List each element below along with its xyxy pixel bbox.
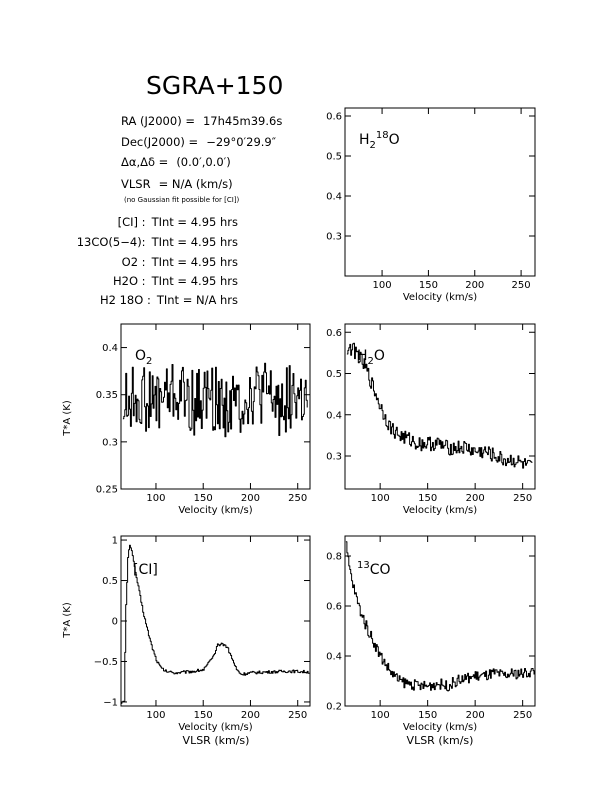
x-axis-label: Velocity (km/s): [403, 505, 477, 516]
panel-ci: 100 150 200 250 −1 −0.5 0 0.5 1 Velocity (km/s) [C…: [94, 535, 311, 733]
y-tick-label: 1: [112, 536, 118, 547]
y-tick-label: 0.3: [326, 232, 342, 243]
dec-label: Dec(J2000) =: [121, 135, 198, 149]
x-tick-label: 150: [194, 710, 213, 721]
panel-label: H2O: [357, 348, 385, 367]
y-tick-label: 0: [112, 617, 118, 628]
y-tick-label: 0.4: [326, 410, 342, 421]
vlsr-xlabel-right: VLSR (km/s): [407, 734, 474, 747]
offset-value: (0.0′,0.0′): [176, 155, 230, 169]
x-tick-label: 150: [418, 710, 437, 721]
x-tick-label: 100: [146, 493, 165, 504]
plot-frame: [344, 323, 536, 490]
y-tick-label: 0.5: [326, 369, 342, 380]
panel-label: 13CO: [357, 560, 391, 578]
y-tick-label: 0.6: [326, 112, 342, 123]
svg-text:Δα,Δδ =(0.0′,0.0′): Δα,Δδ = (0.0′,0.0′): [121, 155, 231, 169]
x-tick-label: 200: [241, 710, 260, 721]
panel-h218o: 100 150 200 250 0.3 0.4 0.5 0.6 Velocity (km/s) H…: [326, 107, 536, 303]
x-tick-label: 100: [146, 710, 165, 721]
vlsr-value: = N/A (km/s): [159, 177, 233, 191]
panel-h2o: 100 150 200 250 0.3 0.4 0.5 0.6 Velocity (km/s) H…: [326, 323, 536, 516]
figure-title: SGRA+150: [146, 71, 283, 100]
x-tick-label: 250: [513, 710, 532, 721]
svg-text:H2O :TInt = 4.95 hrs: H2O : TInt = 4.95 hrs: [113, 274, 238, 288]
x-tick-label: 250: [288, 493, 307, 504]
svg-text:[CI] :TInt = 4.95 hrs: [CI] : TInt = 4.95 hrs: [118, 215, 238, 229]
int-value-13co: TInt = 4.95 hrs: [151, 235, 238, 249]
svg-text:RA (J2000) =17h45m39.6s: RA (J2000) = 17h45m39.6s: [121, 114, 282, 128]
y-tick-label: 0.4: [102, 343, 118, 354]
x-tick-label: 250: [513, 493, 532, 504]
svg-text:Dec(J2000) =−29°0′29.9″: Dec(J2000) = −29°0′29.9″: [121, 135, 277, 149]
x-tick-label: 100: [371, 493, 390, 504]
int-value-ci: TInt = 4.95 hrs: [151, 215, 238, 229]
x-tick-label: 200: [241, 493, 260, 504]
int-line-h2o: H2O :: [113, 274, 146, 288]
int-line-o2: O2 :: [122, 255, 146, 269]
y-tick-label: 0.35: [96, 390, 118, 401]
x-tick-label: 150: [194, 493, 213, 504]
spectrum-trace: [345, 541, 535, 692]
x-axis-label: Velocity (km/s): [178, 722, 252, 733]
x-axis-label: Velocity (km/s): [403, 292, 477, 303]
x-tick-label: 200: [466, 493, 485, 504]
x-tick-label: 150: [419, 280, 438, 291]
y-tick-label: 0.5: [102, 576, 118, 587]
svg-text:13CO(5−4):TInt = 4.95 hrs: 13CO(5−4): TInt = 4.95 hrs: [77, 235, 238, 249]
svg-text:H2 18O :TInt = N/A hrs: H2 18O : TInt = N/A hrs: [100, 293, 238, 307]
spectrum-trace: [121, 544, 310, 704]
panel-label: O2: [135, 348, 152, 367]
y-tick-label: 0.3: [102, 437, 118, 448]
int-line-ci: [CI] :: [118, 215, 146, 229]
x-tick-label: 100: [371, 710, 390, 721]
vlsr-label: VLSR: [121, 177, 151, 191]
y-tick-label: −1: [103, 697, 118, 708]
int-value-h218o: TInt = N/A hrs: [156, 293, 238, 307]
svg-text:O2 :TInt = 4.95 hrs: O2 : TInt = 4.95 hrs: [122, 255, 238, 269]
int-line-13co: 13CO(5−4):: [77, 235, 146, 249]
ylabel-ci: T*A (K): [62, 602, 73, 639]
y-tick-label: 0.2: [326, 702, 342, 713]
int-line-h218o: H2 18O :: [100, 293, 151, 307]
spectrum-trace: [122, 362, 308, 438]
int-value-h2o: TInt = 4.95 hrs: [151, 274, 238, 288]
vlsr-xlabel-left: VLSR (km/s): [183, 734, 250, 747]
plot-frame: [120, 323, 311, 490]
x-tick-label: 250: [512, 280, 531, 291]
ra-value: 17h45m39.6s: [203, 114, 282, 128]
y-tick-label: 0.6: [326, 602, 342, 613]
offset-label: Δα,Δδ =: [121, 155, 168, 169]
y-tick-label: 0.6: [326, 328, 342, 339]
x-tick-label: 250: [288, 710, 307, 721]
int-value-o2: TInt = 4.95 hrs: [151, 255, 238, 269]
spectrum-trace: [346, 342, 533, 469]
dec-value: −29°0′29.9″: [206, 135, 277, 149]
y-tick-label: 0.5: [326, 152, 342, 163]
vlsr-note: (no Gaussian fit possible for [CI]): [124, 196, 240, 204]
x-tick-label: 100: [373, 280, 392, 291]
y-tick-label: 0.4: [326, 652, 342, 663]
x-tick-label: 200: [466, 710, 485, 721]
info-block: RA (J2000) = 17h45m39.6s Dec(J2000) = −29°…: [77, 114, 283, 307]
y-tick-label: 0.3: [326, 452, 342, 463]
ylabel-o2: T*A (K): [62, 400, 73, 437]
x-tick-label: 200: [465, 280, 484, 291]
panel-label: H218O: [359, 130, 400, 151]
panel-o2: 100 150 200 250 0.25 0.3 0.35 0.4 Velocity (km/s…: [96, 323, 311, 516]
plot-frame: [344, 107, 536, 277]
ra-label: RA (J2000) =: [121, 114, 195, 128]
x-axis-label: Velocity (km/s): [403, 722, 477, 733]
panel-label: [CI]: [133, 562, 158, 578]
y-tick-label: 0.25: [96, 485, 118, 496]
svg-text:VLSR= N/A (km/s): VLSR = N/A (km/s): [121, 177, 233, 191]
y-tick-label: 0.4: [326, 192, 342, 203]
x-tick-label: 150: [418, 493, 437, 504]
y-tick-label: −0.5: [94, 657, 118, 668]
x-axis-label: Velocity (km/s): [178, 505, 252, 516]
plot-frame: [344, 535, 536, 707]
y-tick-label: 0.8: [326, 552, 342, 563]
panel-13co: 100 150 200 250 0.2 0.4 0.6 0.8 Velocity (km/s) 1…: [326, 535, 536, 733]
